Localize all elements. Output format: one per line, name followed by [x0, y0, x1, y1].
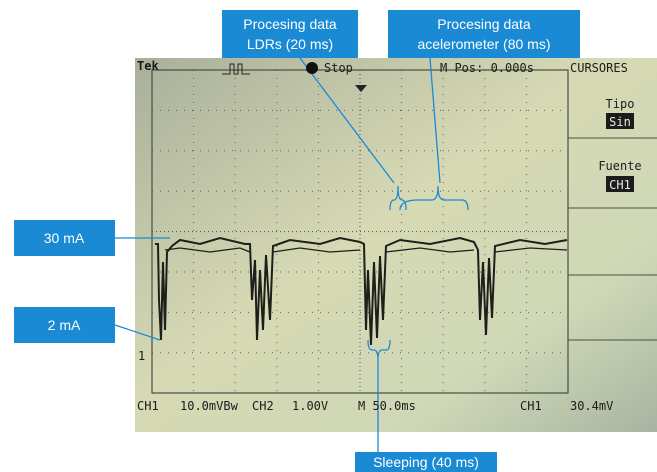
bottom-readout: M 50.0ms [358, 399, 416, 413]
callout-box [388, 10, 580, 58]
trigger-marker [355, 85, 367, 92]
menu-value-box [606, 113, 634, 129]
callout-text: LDRs (20 ms) [247, 36, 333, 52]
frame [151, 69, 657, 394]
callout-text: 30 mA [44, 230, 85, 246]
callout-text: Procesing data [243, 16, 337, 32]
menu-value: Sin [609, 115, 631, 129]
leader-lines [114, 57, 469, 452]
waveform [155, 236, 568, 346]
menu-label: Tipo [606, 97, 635, 111]
trigger-icon [222, 63, 250, 75]
menu-value: CH1 [609, 178, 631, 192]
menu-title: CURSORES [570, 61, 628, 75]
channel-marker: 1 [138, 349, 145, 363]
callout-text: Sleeping (40 ms) [373, 454, 479, 470]
bottom-readout: CH2 [252, 399, 274, 413]
callout-text: 2 mA [48, 317, 81, 333]
menu-label: Fuente [598, 159, 641, 173]
callout-text: acelerometer (80 ms) [417, 36, 550, 52]
callout-box [14, 220, 115, 256]
callout-text: Procesing data [437, 16, 531, 32]
callout-box [222, 10, 358, 58]
callout-box [355, 452, 497, 472]
stop-icon [306, 62, 318, 74]
bottom-readout: CH1 [137, 399, 159, 413]
menu-value-box [606, 176, 634, 192]
run-state: Stop [324, 61, 353, 75]
bottom-readout: 30.4mV [570, 399, 613, 413]
callout-box [14, 307, 115, 343]
position: M Pos: 0.000s [440, 61, 534, 75]
bottom-readout: 1.00V [292, 399, 328, 413]
bottom-readout: 10.0mVBw [180, 399, 239, 413]
brand: Tek [137, 59, 159, 73]
bottom-readout: CH1 [520, 399, 542, 413]
scope-screen [135, 58, 657, 432]
